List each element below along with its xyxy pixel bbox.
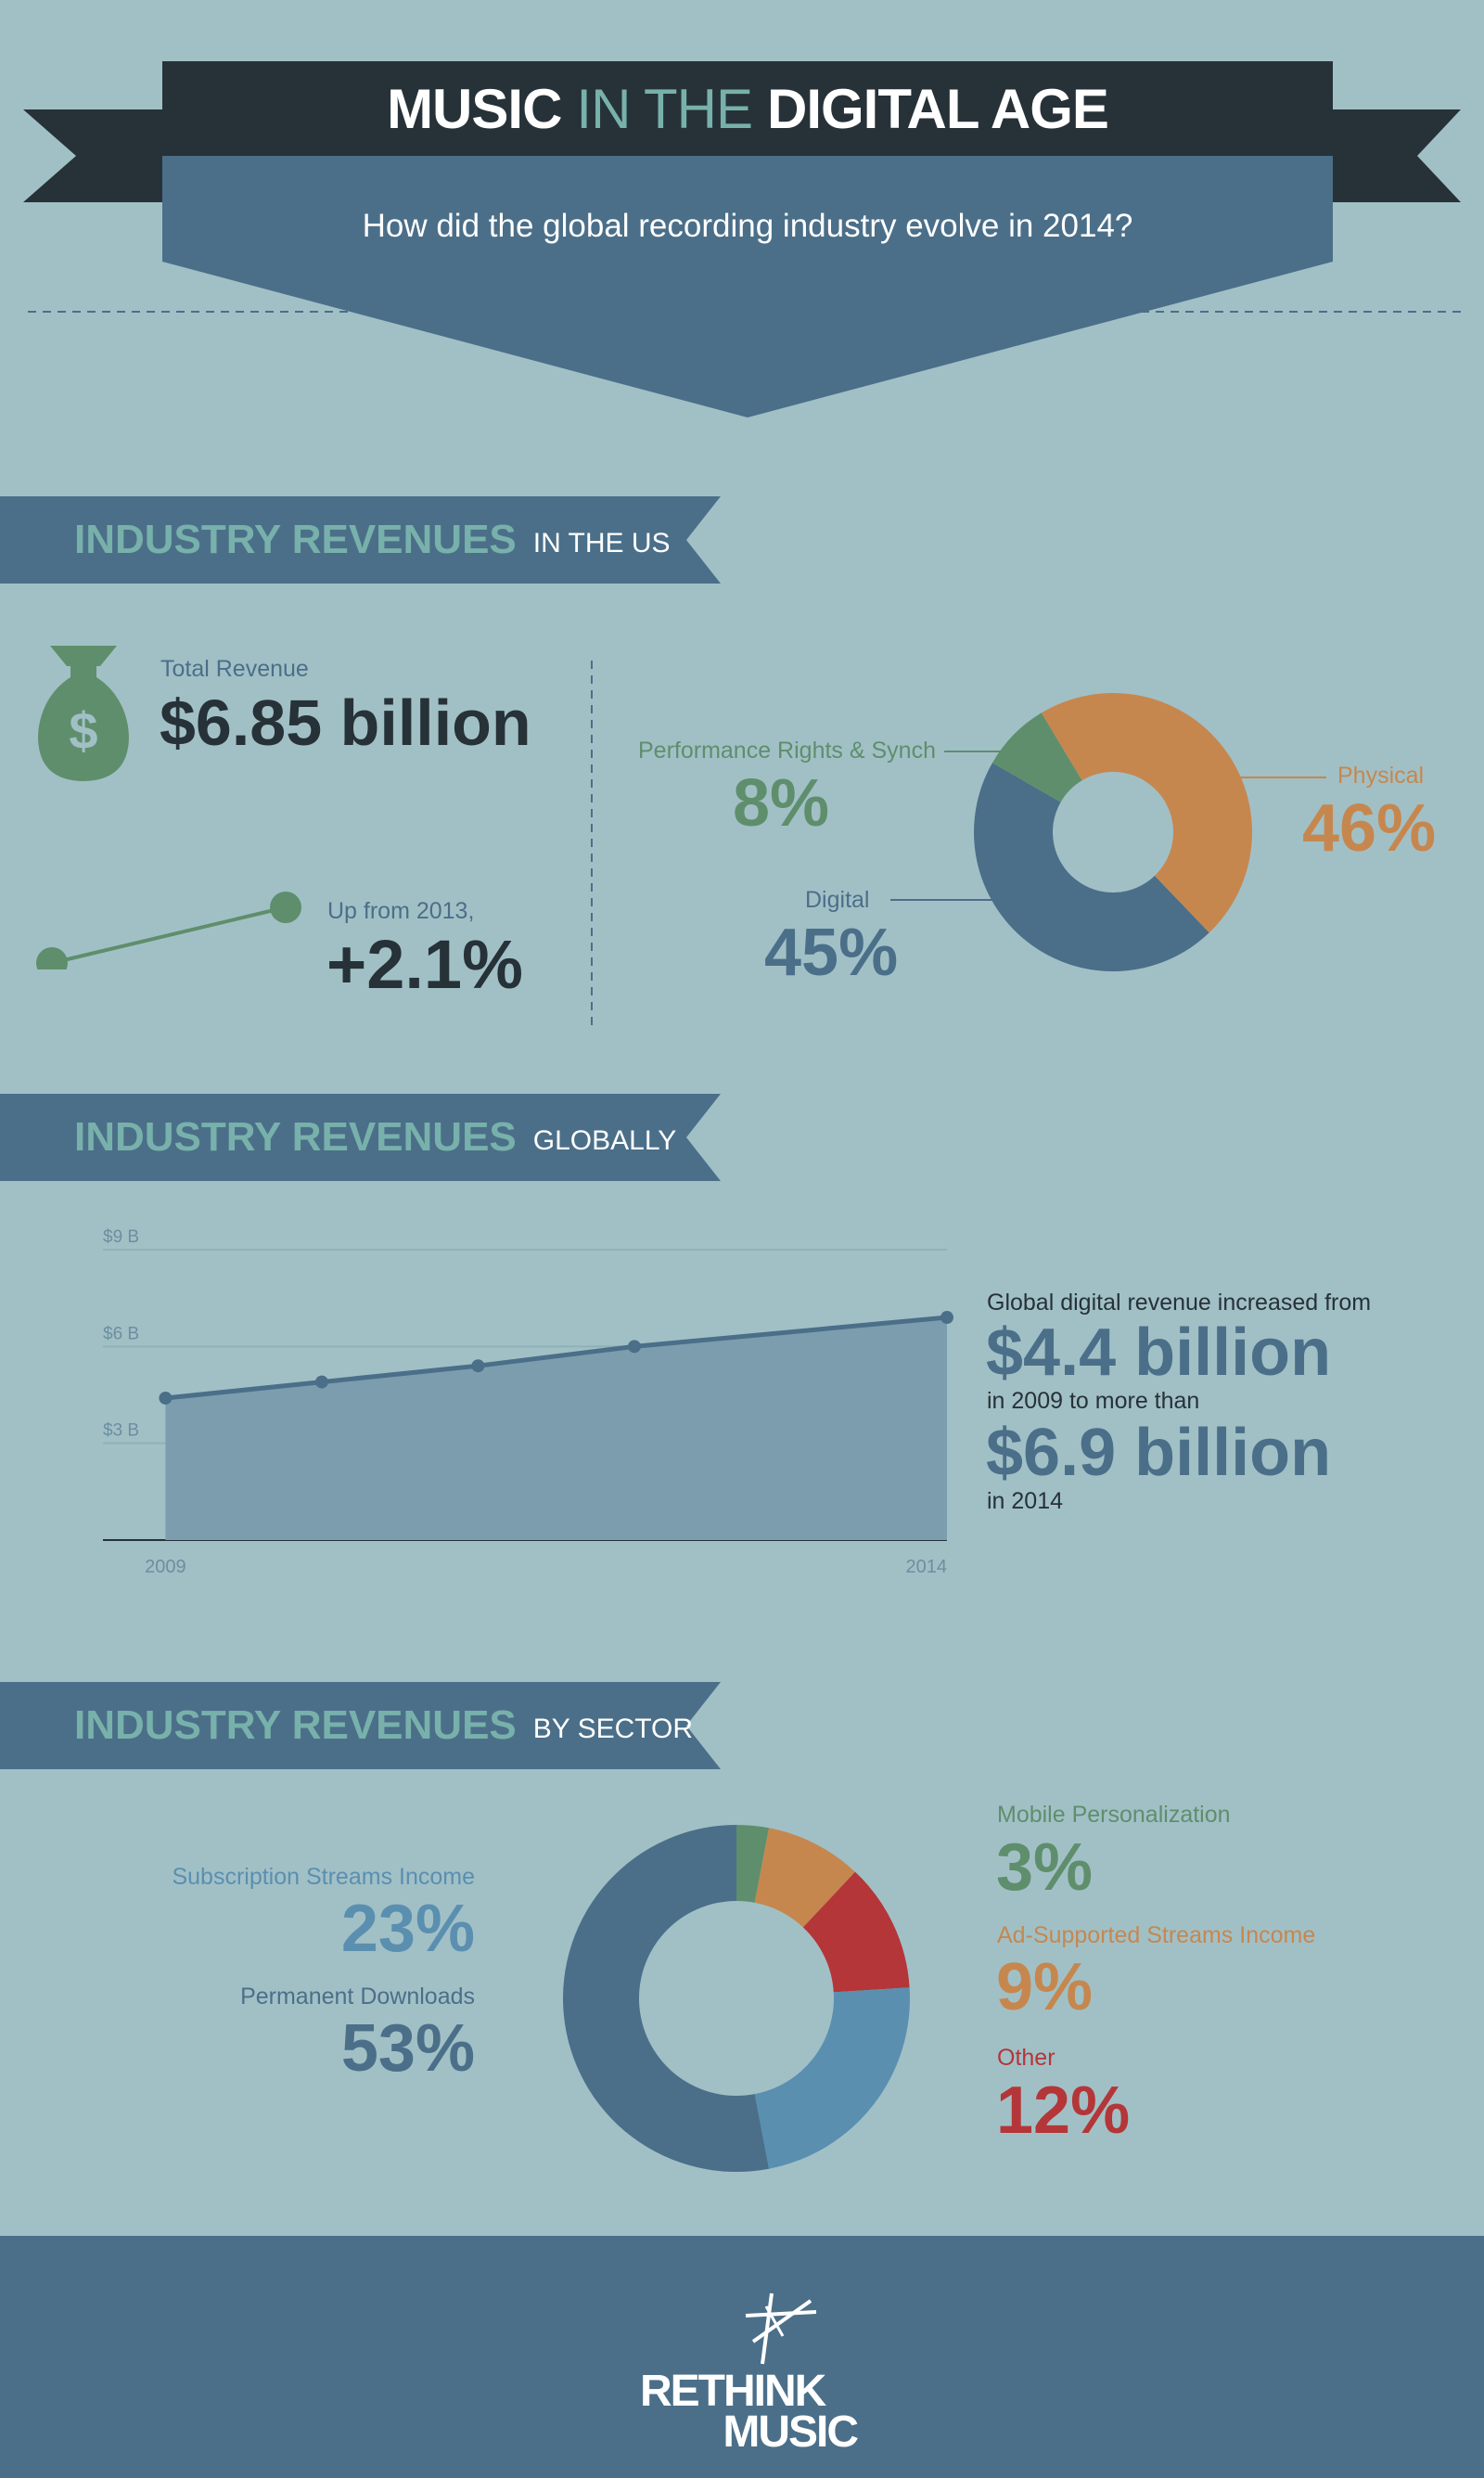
us-value-digital: 45% — [764, 916, 899, 990]
page-subtitle: How did the global recording industry ev… — [362, 208, 1133, 244]
header-title-bar — [162, 61, 1333, 156]
header-chevron — [162, 156, 1333, 417]
us-revenue-donut — [890, 692, 1326, 972]
total-revenue-value: $6.85 billion — [160, 687, 531, 759]
sector-value-other: 12% — [996, 2074, 1131, 2148]
y-tick-label: $3 B — [103, 1421, 139, 1441]
global-note-line3: in 2014 — [987, 1488, 1064, 1514]
sector-slice-subscription-streams-income — [754, 1987, 910, 2169]
global-note-line2: in 2009 to more than — [987, 1388, 1200, 1414]
data-point — [159, 1391, 173, 1405]
us-slice-performance-rights-synch — [991, 713, 1082, 802]
sector-value-adsupported: 9% — [996, 1950, 1094, 2024]
sector-slice-permanent-downloads — [563, 1825, 770, 2172]
growth-label: Up from 2013, — [327, 898, 475, 924]
sector-label-adsupported: Ad-Supported Streams Income — [997, 1922, 1316, 1948]
us-label-physical: Physical — [1337, 763, 1425, 789]
section-banner-sector — [0, 1682, 721, 1769]
section-title-us-suffix: IN THE US — [532, 528, 671, 559]
header-banner — [23, 61, 1465, 417]
footer-logo-text: RETHINK MUSIC — [636, 2367, 859, 2458]
section-title-global-main: INDUSTRY REVENUES — [74, 1114, 517, 1160]
y-tick-label: $6 B — [103, 1324, 139, 1343]
us-divider — [591, 661, 593, 1030]
global-area-chart: $3 B $6 B $9 B 2009 2014 — [103, 1227, 953, 1577]
total-revenue-label: Total Revenue — [160, 656, 309, 682]
ribbon-right-tail — [1322, 109, 1461, 202]
x-tick-label: 2014 — [906, 1557, 948, 1577]
us-label-digital: Digital — [805, 887, 870, 913]
us-value-performance: 8% — [733, 766, 830, 841]
area-fill — [165, 1317, 947, 1540]
data-point — [471, 1359, 485, 1373]
trend-line-icon — [36, 892, 301, 969]
global-value-2009: $4.4 billion — [986, 1316, 1332, 1390]
rethink-music-logo-icon — [745, 2292, 817, 2365]
sector-label-mobile: Mobile Personalization — [997, 1802, 1231, 1828]
section-title-us-main: INDUSTRY REVENUES — [74, 517, 517, 562]
data-point — [627, 1340, 641, 1354]
ribbon-left-tail — [23, 109, 162, 202]
sector-label-subscription: Subscription Streams Income — [172, 1864, 475, 1890]
us-label-performance: Performance Rights & Synch — [638, 738, 936, 764]
us-slice-digital — [973, 763, 1209, 972]
x-tick-label: 2009 — [145, 1557, 186, 1577]
sector-revenue-donut — [563, 1825, 910, 2172]
section-title-global-suffix: GLOBALLY — [532, 1125, 677, 1156]
sector-value-subscription: 23% — [340, 1892, 475, 1966]
section-title-sector-main: INDUSTRY REVENUES — [74, 1702, 517, 1748]
sector-slice-ad-supported-streams-income — [754, 1828, 856, 1928]
title-part-digital-age: DIGITAL AGE — [767, 77, 1109, 140]
data-point — [314, 1375, 328, 1389]
global-value-2014: $6.9 billion — [986, 1416, 1332, 1490]
footer — [0, 2236, 1484, 2478]
y-tick-label: $9 B — [103, 1227, 139, 1247]
title-part-in-the: IN THE — [576, 77, 753, 140]
us-slice-physical — [1041, 692, 1253, 933]
section-banner-us — [0, 496, 721, 584]
section-title-sector-suffix: BY SECTOR — [532, 1714, 694, 1744]
section-banner-global — [0, 1094, 721, 1181]
sector-slice-mobile-personalization — [736, 1825, 770, 1903]
title-part-music: MUSIC — [387, 77, 562, 140]
section-title-global: INDUSTRY REVENUES GLOBALLY — [74, 1094, 676, 1181]
page-title: MUSIC IN THE DIGITAL AGE — [162, 61, 1333, 156]
section-title-sector: INDUSTRY REVENUES BY SECTOR — [74, 1682, 693, 1769]
money-bag-icon: $ — [38, 646, 129, 781]
section-title-us: INDUSTRY REVENUES IN THE US — [74, 496, 671, 584]
logo-line-rethink: RETHINK — [640, 2367, 826, 2416]
sector-slice-other — [802, 1871, 910, 1993]
sector-value-mobile: 3% — [996, 1830, 1094, 1905]
data-point — [940, 1311, 953, 1325]
us-value-physical: 46% — [1302, 791, 1437, 866]
logo-line-music: MUSIC — [723, 2407, 859, 2458]
sector-label-downloads: Permanent Downloads — [240, 1984, 475, 2009]
svg-text:$: $ — [69, 701, 97, 760]
sector-value-downloads: 53% — [340, 2011, 475, 2086]
sector-label-other: Other — [997, 2045, 1055, 2071]
growth-value: +2.1% — [326, 926, 523, 1003]
global-note-line1: Global digital revenue increased from — [987, 1290, 1372, 1316]
